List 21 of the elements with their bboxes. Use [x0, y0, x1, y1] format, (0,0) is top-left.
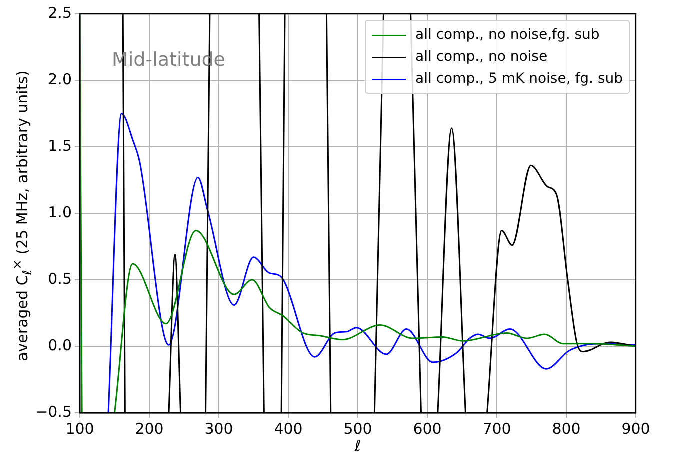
- y-tick-label: 2.5: [48, 4, 72, 22]
- x-tick-label: 600: [413, 420, 442, 438]
- x-tick-label: 800: [552, 420, 581, 438]
- legend-label: all comp., no noise: [416, 49, 548, 65]
- x-tick-label: 400: [274, 420, 303, 438]
- x-tick-label: 100: [66, 420, 94, 438]
- y-tick-label: 0.5: [48, 270, 72, 288]
- x-tick-label: 900: [622, 420, 650, 438]
- x-tick-label: 700: [482, 420, 512, 438]
- y-tick-label: 1.0: [48, 203, 72, 222]
- y-tick-label: 0.0: [48, 336, 72, 354]
- x-tick-label: 200: [135, 420, 164, 438]
- y-tick-label: −0.5: [36, 402, 72, 421]
- x-axis-title: ℓ: [354, 436, 362, 455]
- y-tick-label: 1.5: [48, 136, 72, 155]
- x-tick-label: 300: [204, 420, 234, 438]
- legend-label: all comp., 5 mK noise, fg. sub: [416, 71, 623, 87]
- x-tick-label: 500: [344, 420, 372, 438]
- y-tick-label: 2.0: [48, 70, 72, 88]
- legend-label: all comp., no noise,fg. sub: [416, 27, 600, 43]
- line-series: [108, 113, 636, 413]
